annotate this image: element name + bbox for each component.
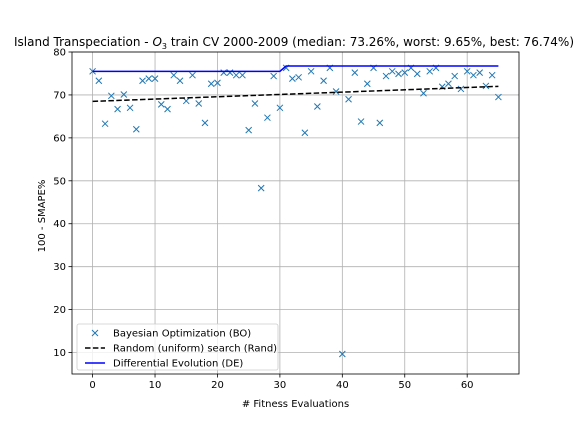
legend-label: Bayesian Optimization (BO) [113, 329, 251, 340]
bo-point [132, 125, 140, 133]
legend-label: Differential Evolution (DE) [113, 359, 243, 370]
bo-point [320, 77, 327, 85]
bo-point [289, 75, 296, 82]
bo-point [476, 69, 484, 76]
legend-bo-marker [91, 329, 99, 337]
bo-point [270, 72, 278, 80]
bo-point [345, 95, 352, 103]
y-tick-label: 10 [53, 348, 66, 359]
bo-point [195, 100, 203, 107]
bo-point [145, 75, 153, 82]
bo-point [488, 71, 496, 79]
bo-point [463, 67, 471, 75]
y-tick-label: 50 [53, 176, 66, 187]
bo-point [239, 71, 246, 79]
bo-point [338, 350, 346, 358]
bo-point [257, 184, 265, 192]
y-tick-label: 60 [53, 133, 66, 144]
x-tick-label: 20 [211, 380, 224, 391]
x-tick-label: 60 [461, 380, 474, 391]
bo-point [170, 71, 178, 79]
bo-point [201, 119, 209, 127]
bo-point [351, 69, 359, 76]
bo-point [276, 104, 284, 112]
bo-point [164, 105, 171, 113]
bo-point [401, 69, 409, 76]
bo-point [107, 92, 115, 100]
bo-point [114, 105, 121, 113]
series-layer [89, 64, 502, 358]
bo-point [245, 126, 253, 134]
y-ticks: 10 20 30 40 50 60 70 80 [53, 48, 72, 359]
bo-point [357, 118, 365, 125]
y-tick-label: 30 [53, 262, 66, 273]
bo-point [295, 73, 302, 81]
bo-point [420, 89, 427, 97]
y-axis-label: 100 - SMAPE% [37, 180, 48, 253]
y-tick-label: 80 [53, 48, 66, 59]
bo-point [395, 70, 402, 78]
legend-label: Random (uniform) search (Rand) [113, 344, 277, 355]
y-tick-label: 40 [53, 219, 66, 230]
x-tick-label: 30 [274, 380, 287, 391]
bo-point [332, 88, 340, 95]
bo-point [182, 97, 190, 105]
bo-point [363, 80, 371, 88]
bo-point [307, 67, 315, 75]
chart-title-prefix: Island Transpeciation - [14, 35, 152, 49]
x-tick-label: 50 [398, 380, 411, 391]
bo-point [376, 119, 384, 127]
bo-point [126, 104, 134, 112]
legend-box [76, 323, 279, 371]
x-axis-label: # Fitness Evaluations [242, 399, 349, 410]
legend: Bayesian Optimization (BO) Random (unifor… [76, 323, 279, 371]
bo-point [214, 79, 221, 87]
bo-point [301, 129, 309, 137]
chart-title: Island Transpeciation - O3 train CV 2000… [14, 35, 574, 51]
bo-point [157, 101, 165, 108]
bo-point [264, 114, 271, 122]
x-tick-label: 10 [149, 380, 162, 391]
bo-point [382, 72, 390, 80]
bo-point [413, 70, 421, 78]
bo-point [426, 67, 434, 75]
chart-title-suffix: train CV 2000-2009 (median: 73.26%, wors… [167, 35, 574, 49]
series-bo [89, 64, 502, 358]
x-ticks: 0 10 20 30 40 50 60 [89, 374, 474, 391]
plot-frame [71, 51, 520, 375]
bo-point [207, 80, 215, 88]
bo-point [232, 71, 240, 79]
grid [72, 51, 519, 374]
bo-point [445, 80, 452, 88]
bo-point [139, 77, 146, 85]
series-de-line [92, 65, 499, 73]
bo-point [176, 77, 184, 85]
bo-point [151, 75, 159, 82]
y-tick-label: 20 [53, 305, 66, 316]
chart-title-sub-script: 3 [162, 42, 167, 51]
bo-point [101, 120, 109, 128]
bo-point [451, 72, 459, 80]
x-tick-label: 0 [89, 380, 95, 391]
bo-point [470, 71, 477, 79]
bo-point [482, 82, 490, 90]
bo-point [388, 67, 396, 75]
y-tick-label: 70 [53, 90, 66, 101]
x-tick-label: 40 [336, 380, 349, 391]
bo-point [120, 91, 128, 98]
bo-point [95, 77, 103, 85]
bo-point [251, 100, 259, 107]
bo-point [495, 93, 502, 101]
bo-point [220, 69, 228, 76]
series-rand-line [92, 85, 499, 103]
chart-title-sub-base: O [152, 35, 161, 49]
bo-point [226, 69, 234, 76]
bo-point [189, 71, 196, 79]
bo-point [313, 103, 321, 110]
bo-point [457, 85, 465, 93]
